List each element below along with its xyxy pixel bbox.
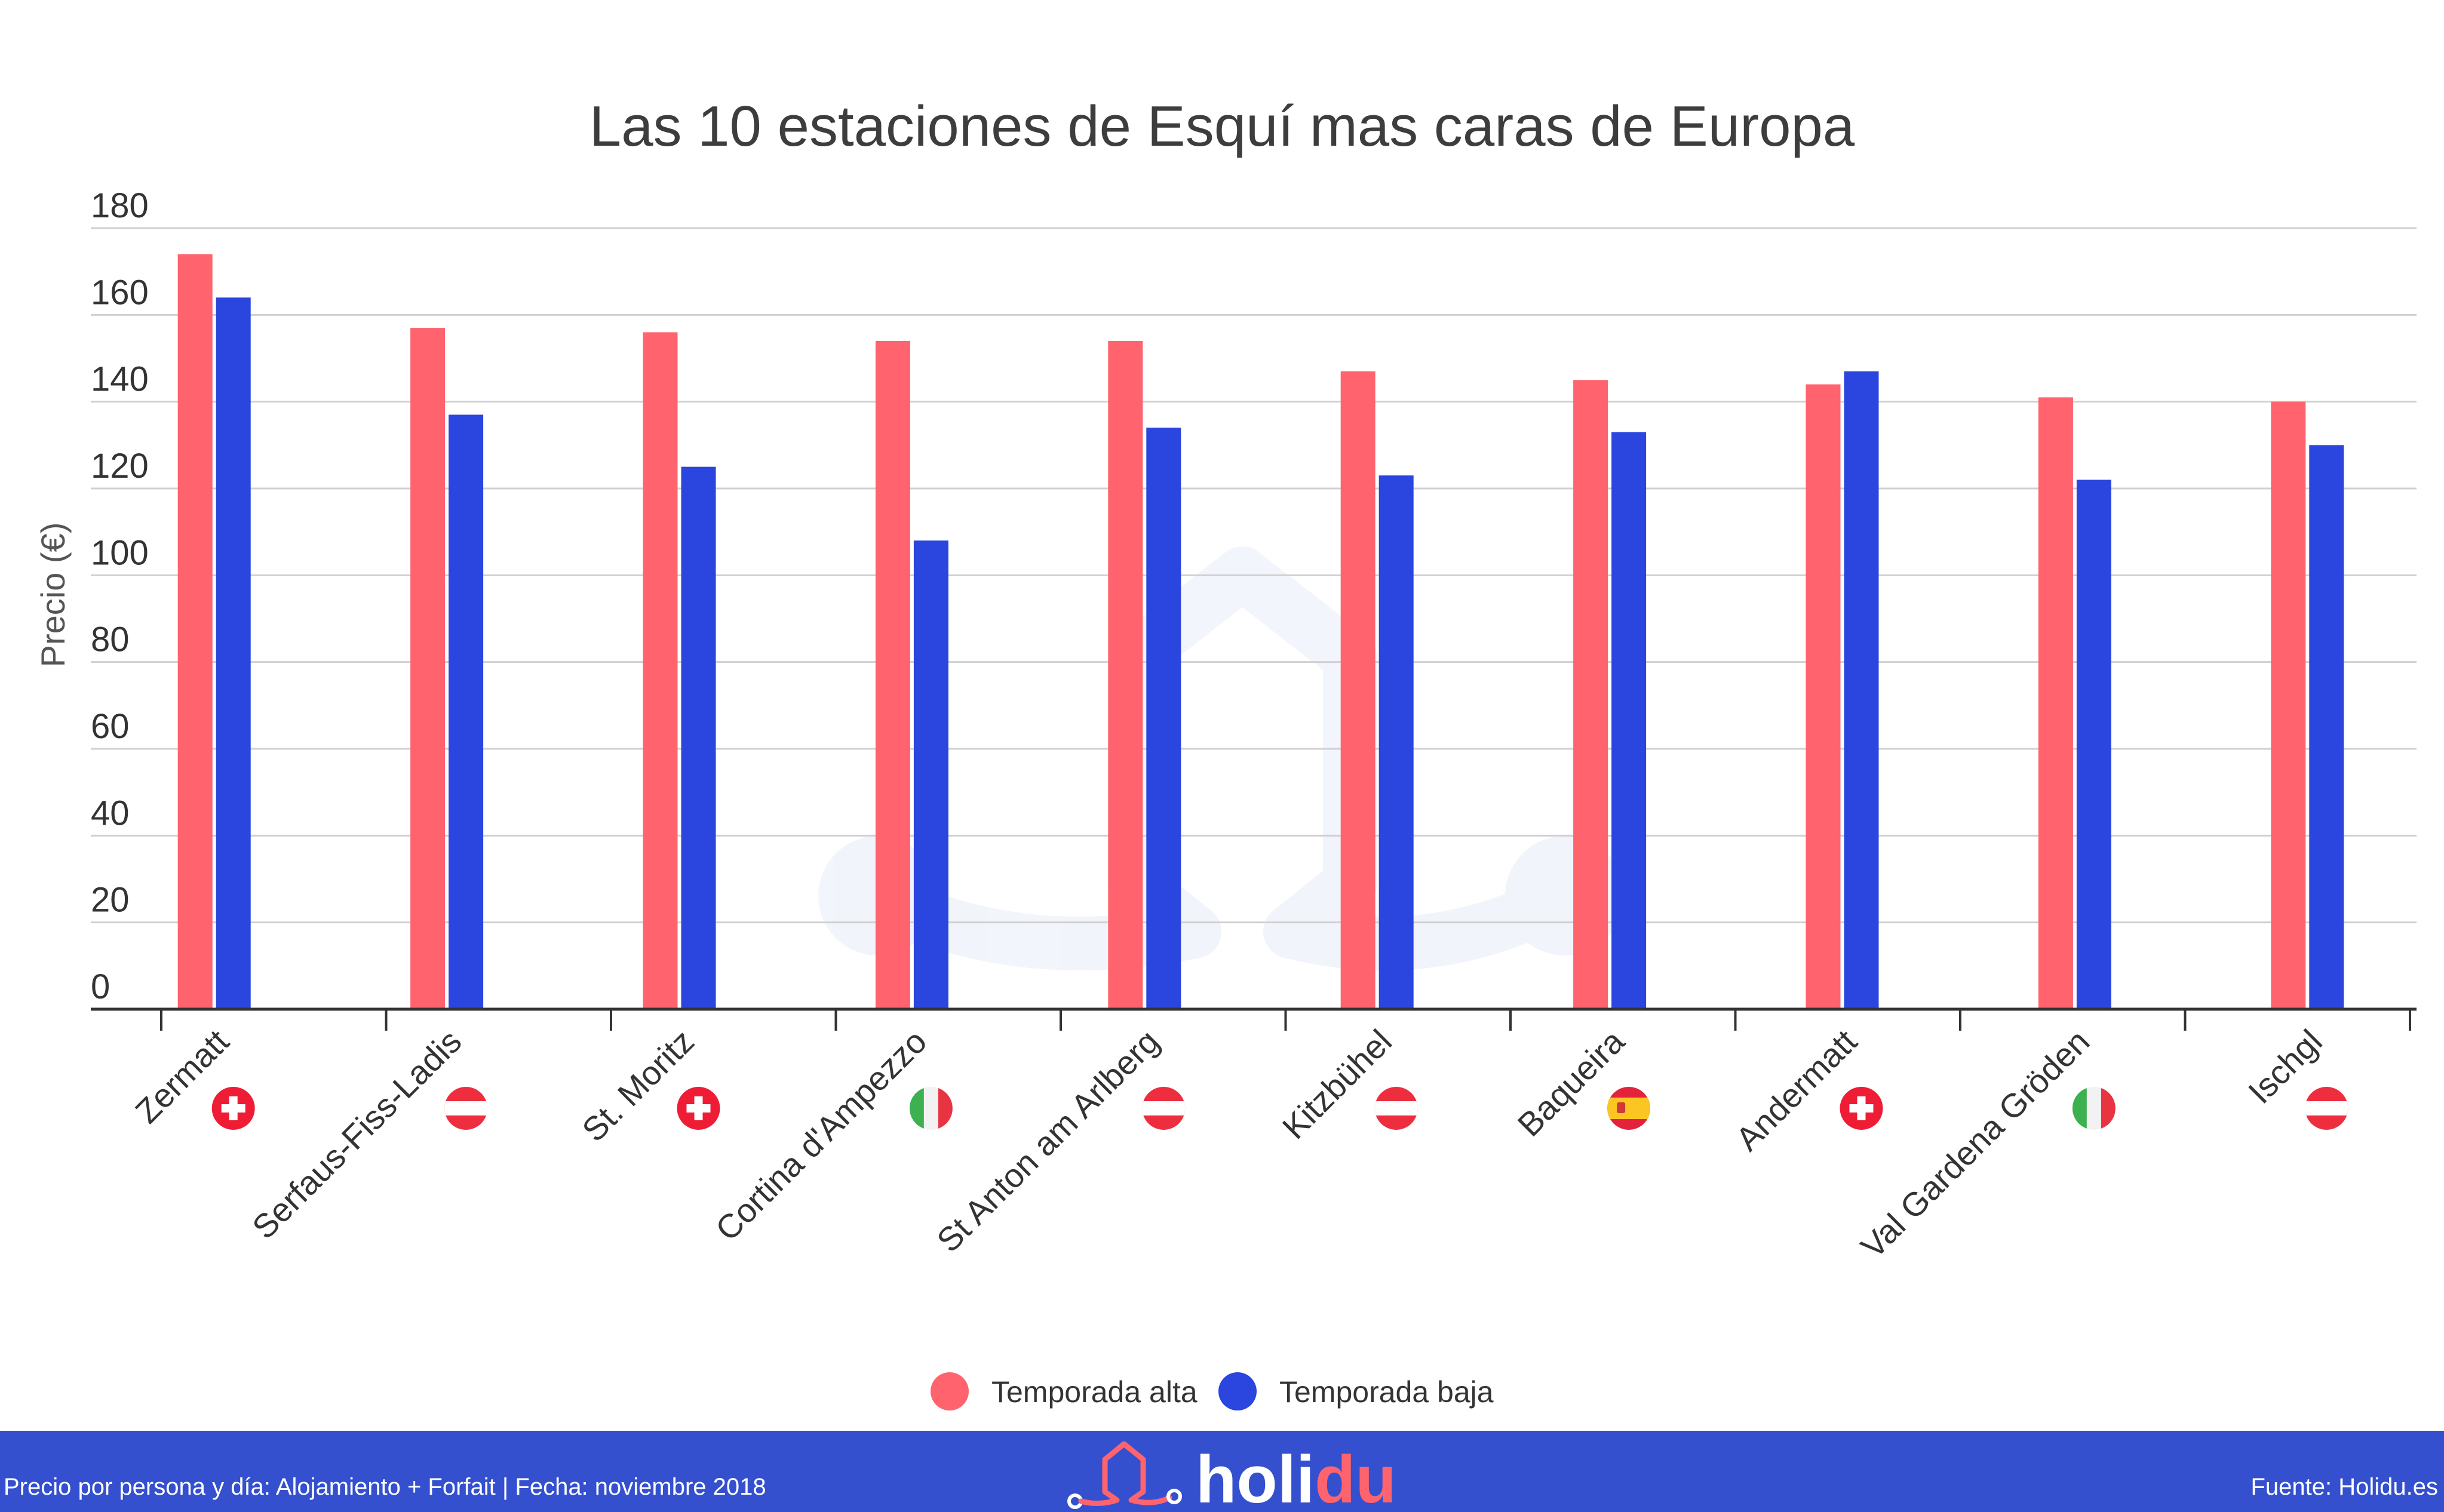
chart: Las 10 estaciones de Esquí mas caras de … [34,94,2417,1410]
bar-temporada-baja [449,414,484,1009]
austria-flag-icon [2305,1087,2348,1130]
category-label: Baqueira [1510,1022,1632,1144]
y-tick-label: 140 [91,360,149,399]
bar-temporada-alta [1573,380,1608,1010]
bar-temporada-alta [643,332,678,1009]
y-tick-label: 80 [91,620,130,659]
y-tick-label: 160 [91,273,149,312]
x-axis-labels: Zermatt Serfaus-Fiss-Ladis St. Moritz Corti… [128,1022,2329,1265]
bar-temporada-alta [410,328,446,1010]
bar-temporada-baja [1378,475,1414,1009]
bar-temporada-baja [681,466,716,1009]
austria-flag-icon [444,1087,488,1130]
bar-temporada-baja [216,297,251,1010]
gridlines [91,227,2417,924]
holidu-logo[interactable]: holidu [1063,1436,1398,1512]
bar-temporada-alta [1340,371,1375,1009]
x-axis-ticks [160,1009,2411,1031]
category-label: Andermatt [1728,1022,1865,1158]
y-tick-label: 180 [91,186,149,225]
bar-temporada-baja [913,540,948,1009]
bar-temporada-alta [1108,340,1143,1009]
y-tick-label: 0 [91,967,110,1006]
logo-wordmark: holidu [1196,1442,1396,1512]
bar-temporada-alta [2271,401,2306,1009]
legend: Temporada alta Temporada baja [931,1372,1494,1410]
y-tick-label: 120 [91,447,149,485]
y-tick-label: 20 [91,881,130,920]
holidu-watermark [818,546,1625,970]
legend-marker [1218,1372,1257,1410]
bar-temporada-alta [1806,384,1841,1009]
bar-temporada-baja [2076,480,2111,1009]
y-axis-ticks: 0 20 40 60 80 100 120 140 160 180 [91,186,149,1006]
logo-right-dot [1166,1489,1182,1504]
bar-temporada-alta [875,340,910,1009]
spain-flag-icon [1607,1087,1651,1130]
y-axis-label: Precio (€) [34,523,72,668]
legend-label: Temporada baja [1279,1375,1494,1409]
austria-flag-icon [1142,1087,1186,1130]
category-label: St. Moritz [575,1022,701,1149]
austria-flag-icon [1374,1087,1418,1130]
y-tick-label: 100 [91,533,149,572]
chart-title: Las 10 estaciones de Esquí mas caras de … [589,94,1855,158]
legend-label: Temporada alta [991,1375,1198,1409]
y-tick-label: 60 [91,707,130,746]
legend-marker [931,1372,969,1410]
logo-text-du: du [1315,1442,1396,1512]
bar-temporada-alta [2038,397,2073,1009]
category-label: Serfaus-Fiss-Ladis [245,1022,469,1246]
bar-temporada-baja [1611,432,1647,1009]
italy-flag-icon [909,1087,953,1130]
bar-temporada-baja [2309,445,2344,1009]
bar-temporada-baja [1146,428,1181,1009]
switzerland-flag-icon [1840,1087,1883,1130]
logo-house-outline [1078,1441,1172,1506]
bar-temporada-baja [1844,371,1879,1009]
bar-temporada-alta [177,254,213,1010]
category-label: Kitzbühel [1275,1022,1399,1146]
category-label: St Anton am Arlberg [929,1022,1166,1259]
bars [177,254,2344,1010]
logo-text-holi: holi [1196,1442,1315,1512]
footer-bar: Precio por persona y día: Alojamiento + … [0,1431,2444,1512]
category-label: Cortina d'Ampezzo [708,1022,934,1248]
italy-flag-icon [2072,1087,2116,1130]
category-label: Val Gardena Gröden [1853,1022,2096,1265]
footer-source: Fuente: Holidu.es [2250,1474,2438,1500]
footer-note: Precio por persona y día: Alojamiento + … [4,1474,766,1500]
switzerland-flag-icon [677,1087,720,1130]
y-tick-label: 40 [91,794,130,832]
switzerland-flag-icon [211,1087,255,1130]
